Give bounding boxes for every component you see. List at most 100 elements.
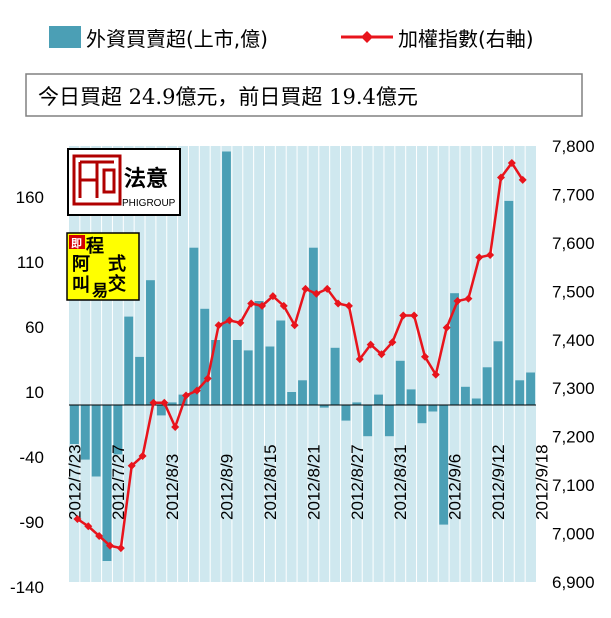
line-point [268, 292, 277, 301]
svg-text:程: 程 [86, 236, 104, 257]
line-point [475, 253, 484, 262]
bar [395, 360, 405, 405]
line-point [225, 316, 234, 325]
line-point [127, 461, 136, 470]
line-point [247, 299, 256, 308]
line-point [334, 299, 343, 308]
line-point [344, 301, 353, 310]
line-point [192, 386, 201, 395]
line-point [290, 321, 299, 330]
line-point [182, 391, 191, 400]
line-point [236, 318, 245, 327]
bar [308, 247, 318, 405]
right-tick-label: 6,900 [552, 573, 595, 592]
right-tick-label: 7,200 [552, 428, 595, 447]
bar [222, 151, 231, 405]
bar [363, 405, 373, 437]
right-tick-label: 7,100 [552, 476, 595, 495]
bar [439, 405, 449, 525]
legend-bar-swatch [49, 26, 81, 48]
bar [232, 340, 242, 405]
line-point [453, 297, 462, 306]
line-point [312, 289, 321, 298]
left-tick-label: 160 [16, 188, 44, 207]
line-point [518, 175, 527, 184]
bar [70, 405, 79, 444]
bar [243, 350, 253, 405]
left-tick-label: -140 [10, 578, 44, 597]
line-point [355, 355, 364, 364]
svg-text:交: 交 [108, 273, 126, 295]
x-tick-label: 2012/8/21 [304, 444, 323, 520]
line-point [171, 422, 180, 431]
svg-text:叫: 叫 [72, 275, 90, 296]
line-point [399, 311, 408, 320]
right-axis-ticks: 7,800 7,700 7,600 7,500 7,400 7,300 7,200 7,100… [552, 137, 595, 592]
x-tick-label: 2012/7/23 [65, 444, 84, 520]
bar [189, 247, 199, 405]
x-tick-label: 2012/7/27 [109, 444, 128, 520]
line-point [420, 352, 429, 361]
line-point [366, 340, 375, 349]
bar [330, 347, 340, 405]
line-point [116, 544, 125, 553]
line-point [464, 294, 473, 303]
bar [276, 320, 286, 405]
line-point [431, 370, 440, 379]
phigroup-logo: 法意 PHIGROUP [67, 148, 181, 216]
line-point [106, 541, 115, 550]
bar [167, 402, 177, 405]
left-tick-label: 110 [17, 253, 44, 272]
x-tick-label: 2012/8/15 [261, 444, 280, 520]
line-point [442, 323, 451, 332]
legend: 外資買賣超(上市,億) 加權指數(右軸) [49, 26, 534, 51]
bar [471, 398, 481, 405]
line-point [160, 398, 169, 407]
x-tick-label: 2012/8/9 [217, 454, 236, 520]
legend-line-label: 加權指數(右軸) [398, 27, 534, 51]
bar [178, 394, 188, 405]
right-tick-label: 7,800 [552, 137, 595, 156]
bar [113, 405, 123, 455]
bar [319, 405, 329, 408]
bar [526, 372, 535, 405]
right-tick-label: 7,000 [552, 525, 595, 544]
legend-line-marker [361, 31, 373, 43]
line-point [73, 515, 82, 524]
bar [417, 405, 427, 424]
line-point [507, 158, 516, 167]
bar [504, 200, 514, 405]
line-point [203, 374, 212, 383]
svg-text:式: 式 [108, 253, 126, 275]
grid [79, 146, 526, 582]
line-point [279, 301, 288, 310]
x-tick-label: 2012/8/27 [348, 444, 367, 520]
line-point [486, 251, 495, 259]
left-tick-label: 10 [25, 383, 44, 402]
bar [515, 380, 525, 405]
x-tick-labels: 2012/7/23 2012/7/27 2012/8/3 2012/8/9 2012/8… [65, 444, 551, 520]
svg-text:即: 即 [71, 237, 82, 250]
legend-bar-label: 外資買賣超(上市,億) [86, 27, 268, 51]
bar [450, 293, 459, 405]
bar [265, 346, 275, 405]
phigroup-logo-subtext: PHIGROUP [122, 198, 176, 209]
bar [374, 394, 383, 405]
line-point [84, 522, 93, 531]
x-tick-label: 2012/9/6 [446, 454, 465, 520]
bar [460, 386, 470, 405]
line-point [496, 173, 505, 182]
summary-box: 今日買超 24.9億元，前日買超 19.4億元 [25, 73, 583, 117]
bar [493, 341, 503, 405]
bar [211, 340, 221, 405]
line-series [73, 158, 527, 553]
line-point [388, 338, 397, 347]
line-point [258, 301, 267, 310]
left-axis-ticks: 160 110 60 10 -40 -90 -140 [10, 188, 44, 597]
bar [341, 405, 351, 421]
bar [254, 301, 264, 405]
line-point [138, 452, 147, 461]
bar [102, 405, 112, 561]
line-point [410, 311, 419, 320]
bar-series [70, 151, 535, 561]
